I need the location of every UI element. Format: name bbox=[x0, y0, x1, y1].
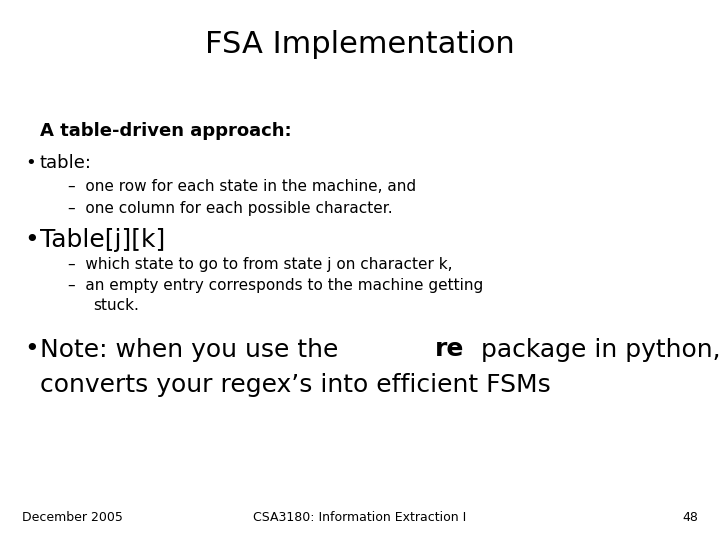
Text: –  an empty entry corresponds to the machine getting: – an empty entry corresponds to the mach… bbox=[68, 278, 484, 293]
Text: December 2005: December 2005 bbox=[22, 511, 122, 524]
Text: –  one row for each state in the machine, and: – one row for each state in the machine,… bbox=[68, 179, 417, 194]
Text: Table[j][k]: Table[j][k] bbox=[40, 228, 165, 252]
Text: –  which state to go to from state j on character k,: – which state to go to from state j on c… bbox=[68, 256, 453, 272]
Text: •: • bbox=[25, 154, 36, 172]
Text: FSA Implementation: FSA Implementation bbox=[205, 30, 515, 59]
Text: A table-driven approach:: A table-driven approach: bbox=[40, 122, 291, 139]
Text: 48: 48 bbox=[683, 511, 698, 524]
Text: table:: table: bbox=[40, 154, 91, 172]
Text: re: re bbox=[435, 338, 464, 361]
Text: package in python, it: package in python, it bbox=[473, 338, 720, 361]
Text: •: • bbox=[24, 228, 38, 252]
Text: stuck.: stuck. bbox=[94, 298, 140, 313]
Text: Note: when you use the: Note: when you use the bbox=[40, 338, 346, 361]
Text: •: • bbox=[24, 338, 38, 361]
Text: converts your regex’s into efficient FSMs: converts your regex’s into efficient FSM… bbox=[40, 373, 550, 396]
Text: –  one column for each possible character.: – one column for each possible character… bbox=[68, 201, 393, 216]
Text: CSA3180: Information Extraction I: CSA3180: Information Extraction I bbox=[253, 511, 467, 524]
